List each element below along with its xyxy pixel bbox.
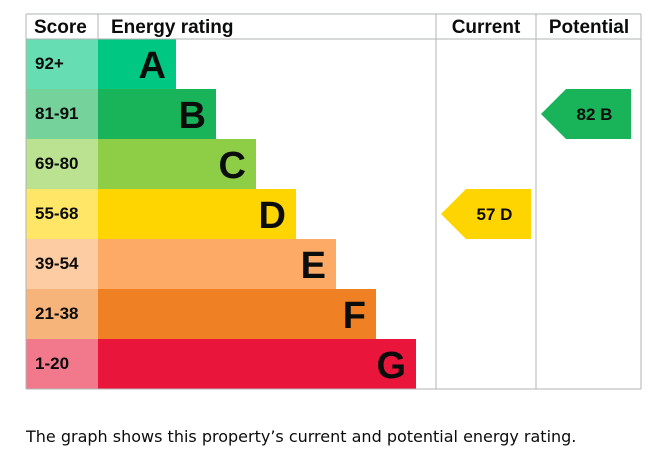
band-letter-e: E — [301, 245, 326, 287]
band-bar-f — [98, 289, 376, 339]
header-energy-rating: Energy rating — [111, 17, 233, 38]
band-letter-f: F — [343, 295, 366, 337]
header-score: Score — [34, 17, 87, 38]
band-bar-c — [98, 139, 256, 189]
header-potential: Potential — [549, 17, 629, 38]
band-bar-g — [98, 339, 416, 389]
score-label-f: 21-38 — [35, 304, 78, 323]
score-label-d: 55-68 — [35, 204, 78, 223]
score-cell-b — [26, 89, 98, 139]
band-bar-e — [98, 239, 336, 289]
chart-caption: The graph shows this property’s current … — [26, 427, 577, 446]
score-cell-c — [26, 139, 98, 189]
band-bar-a — [98, 39, 176, 89]
band-letter-b: B — [179, 95, 206, 137]
band-letter-c: C — [219, 145, 246, 187]
band-letter-d: D — [259, 195, 286, 237]
band-bar-d — [98, 189, 296, 239]
header-current: Current — [452, 17, 521, 38]
score-label-b: 81-91 — [35, 104, 78, 123]
score-label-c: 69-80 — [35, 154, 78, 173]
epc-chart: Score Energy rating Current Potential 92… — [25, 13, 642, 390]
score-cell-e — [26, 239, 98, 289]
potential-rating-label: 82 B — [577, 105, 613, 124]
band-letter-a: A — [139, 45, 166, 87]
potential-rating-arrow — [541, 89, 631, 139]
score-cell-d — [26, 189, 98, 239]
score-label-a: 92+ — [35, 54, 64, 73]
score-label-e: 39-54 — [35, 254, 79, 273]
current-rating-label: 57 D — [477, 205, 513, 224]
score-cell-a — [26, 39, 98, 89]
score-cell-f — [26, 289, 98, 339]
score-cell-g — [26, 339, 98, 389]
band-letter-g: G — [376, 345, 406, 387]
score-label-g: 1-20 — [35, 354, 69, 373]
current-rating-arrow — [441, 189, 531, 239]
band-bar-b — [98, 89, 216, 139]
